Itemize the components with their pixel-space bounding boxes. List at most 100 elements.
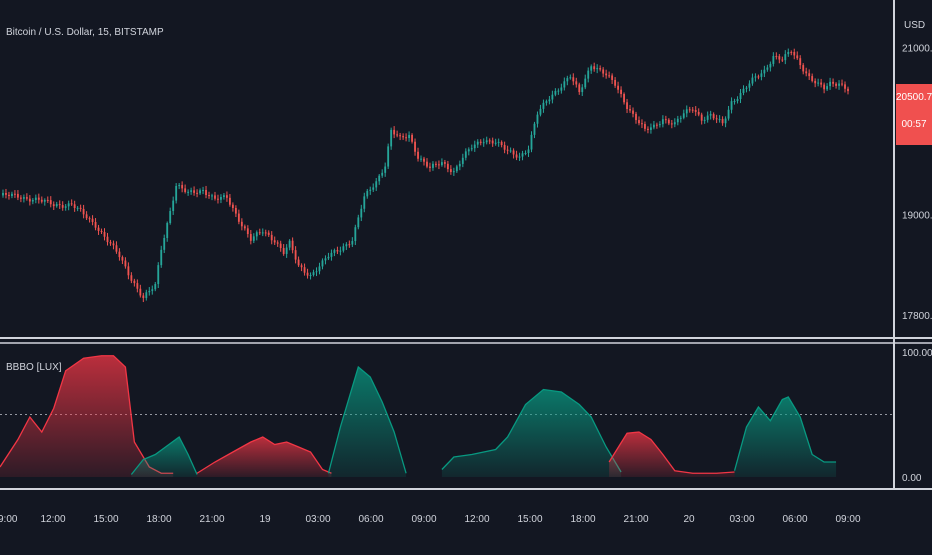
- time-tick-label: 06:00: [782, 514, 807, 525]
- candle-body: [258, 232, 261, 234]
- candle-body: [491, 140, 494, 144]
- candle-body: [847, 88, 849, 92]
- candle-body: [318, 266, 321, 272]
- candle-body: [754, 76, 757, 78]
- time-tick-label: 15:00: [517, 514, 542, 525]
- candle-body: [626, 102, 628, 110]
- candle-body: [527, 149, 530, 153]
- candle-body: [300, 265, 303, 268]
- candle-body: [249, 234, 252, 241]
- candle-body: [563, 81, 566, 88]
- candle-body: [566, 78, 569, 82]
- candle-body: [348, 244, 351, 246]
- candle-body: [103, 232, 106, 237]
- candle-body: [142, 295, 145, 299]
- candle-body: [267, 232, 270, 235]
- candle-body: [560, 87, 563, 91]
- candle-body: [449, 169, 452, 173]
- time-tick-label: 21:00: [199, 514, 224, 525]
- candle-body: [841, 83, 843, 85]
- oscillator-tick-label: 100.00: [902, 348, 932, 359]
- candle-body: [485, 140, 488, 143]
- oscillator-line: [327, 365, 407, 474]
- candle-body: [652, 124, 655, 128]
- candle-body: [264, 232, 267, 234]
- candle-body: [452, 171, 455, 173]
- candle-body: [658, 124, 661, 126]
- candle-body: [679, 117, 682, 119]
- candle-body: [805, 71, 808, 74]
- candle-body: [438, 164, 440, 166]
- candle-body: [467, 149, 470, 152]
- candle-body: [393, 129, 396, 135]
- candle-body: [246, 228, 249, 235]
- candle-body: [414, 141, 416, 152]
- candle-body: [291, 240, 294, 251]
- candle-body: [521, 153, 524, 157]
- candle-body: [533, 123, 536, 135]
- candle-body: [169, 211, 172, 224]
- candle-body: [730, 101, 733, 110]
- candle-body: [778, 56, 781, 60]
- candle-body: [34, 197, 37, 200]
- candle-body: [211, 195, 213, 197]
- time-tick-label: 18:00: [570, 514, 595, 525]
- candle-body: [100, 230, 103, 233]
- candle-body: [530, 134, 533, 150]
- candle-body: [91, 218, 94, 222]
- candle-body: [473, 144, 476, 149]
- oscillator-line: [608, 431, 735, 474]
- candle-body: [145, 292, 148, 299]
- candle-body: [136, 283, 139, 289]
- candle-body: [336, 250, 339, 252]
- candle-body: [181, 185, 184, 189]
- candle-body: [309, 274, 312, 276]
- candle-body: [82, 208, 85, 215]
- candle-body: [751, 77, 754, 84]
- candle-body: [106, 236, 109, 243]
- candle-body: [130, 275, 133, 281]
- candle-body: [515, 154, 518, 158]
- candle-body: [217, 198, 219, 200]
- candle-body: [190, 190, 193, 192]
- candle-body: [787, 51, 790, 55]
- candle-body: [578, 84, 581, 93]
- candle-body: [387, 146, 390, 167]
- candle-body: [715, 118, 718, 120]
- candle-body: [127, 266, 130, 276]
- time-tick-label: 06:00: [358, 514, 383, 525]
- candle-body: [390, 129, 393, 147]
- candle-body: [333, 250, 336, 253]
- candle-body: [694, 110, 697, 112]
- candle-body: [118, 251, 121, 258]
- candle-body: [288, 240, 291, 248]
- oscillator-line: [441, 388, 622, 473]
- oscillator-area: [0, 355, 174, 477]
- candle-body: [736, 99, 739, 102]
- candle-body: [243, 226, 246, 229]
- time-tick-label: 03:00: [729, 514, 754, 525]
- oscillator-area: [609, 432, 735, 477]
- candle-body: [826, 86, 829, 90]
- candle-body: [641, 123, 643, 125]
- candle-body: [58, 204, 61, 206]
- candle-body: [724, 118, 727, 124]
- candle-body: [303, 267, 306, 273]
- candle-body: [193, 190, 196, 193]
- candle-body: [196, 192, 198, 194]
- candle-body: [700, 114, 703, 121]
- candle-body: [426, 161, 428, 167]
- candle-body: [602, 69, 605, 74]
- candle-body: [455, 166, 458, 172]
- candle-body: [802, 65, 805, 72]
- candle-body: [133, 280, 136, 284]
- candle-body: [345, 244, 348, 247]
- candle-body: [429, 166, 431, 168]
- candle-body: [178, 185, 181, 187]
- candle-body: [273, 240, 276, 243]
- candle-body: [644, 124, 646, 129]
- candle-body: [226, 195, 228, 198]
- candle-body: [205, 189, 207, 196]
- candle-body: [109, 242, 112, 244]
